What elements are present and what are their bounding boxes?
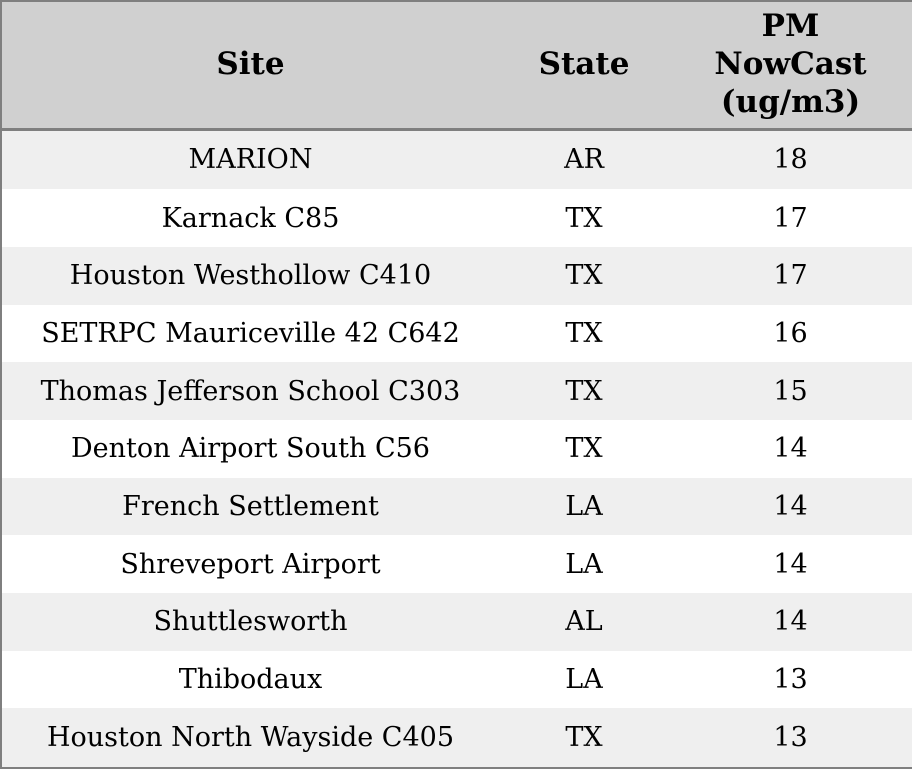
- pm-cell: 14: [669, 535, 912, 594]
- pm-cell: 13: [669, 650, 912, 709]
- state-cell: LA: [499, 535, 669, 594]
- table-row: French Settlement LA 14: [1, 477, 912, 536]
- state-cell: LA: [499, 477, 669, 536]
- table-row: SETRPC Mauriceville 42 C642 TX 16: [1, 304, 912, 363]
- table-row: Houston Westhollow C410 TX 17: [1, 247, 912, 305]
- pm-cell: 14: [669, 420, 912, 478]
- column-header-site: Site: [1, 1, 499, 131]
- table-row: MARION AR 18: [1, 129, 912, 190]
- pm-cell: 14: [669, 593, 912, 651]
- site-cell: French Settlement: [1, 477, 499, 536]
- table-row: Houston North Wayside C405 TX 13: [1, 708, 912, 768]
- pm-cell: 17: [669, 189, 912, 248]
- table-row: Thomas Jefferson School C303 TX 15: [1, 362, 912, 421]
- table-row: Shreveport Airport LA 14: [1, 535, 912, 594]
- pm-cell: 15: [669, 362, 912, 421]
- site-cell: Houston Westhollow C410: [1, 247, 499, 305]
- header-row: Site State PM NowCast (ug/m3): [1, 1, 912, 131]
- table-row: Karnack C85 TX 17: [1, 189, 912, 248]
- table-row: Thibodaux LA 13: [1, 650, 912, 709]
- table-row: Shuttlesworth AL 14: [1, 593, 912, 651]
- site-cell: Houston North Wayside C405: [1, 708, 499, 768]
- column-header-state: State: [499, 1, 669, 131]
- column-header-pm-nowcast: PM NowCast (ug/m3): [669, 1, 912, 131]
- state-cell: TX: [499, 362, 669, 421]
- state-cell: TX: [499, 708, 669, 768]
- site-cell: Thomas Jefferson School C303: [1, 362, 499, 421]
- pm-cell: 17: [669, 247, 912, 305]
- site-cell: Shreveport Airport: [1, 535, 499, 594]
- pm-cell: 14: [669, 477, 912, 536]
- site-cell: Denton Airport South C56: [1, 420, 499, 478]
- state-cell: TX: [499, 304, 669, 363]
- pm-cell: 13: [669, 708, 912, 768]
- pm-cell: 18: [669, 129, 912, 190]
- site-cell: SETRPC Mauriceville 42 C642: [1, 304, 499, 363]
- table-row: Denton Airport South C56 TX 14: [1, 420, 912, 478]
- site-cell: Karnack C85: [1, 189, 499, 248]
- state-cell: TX: [499, 420, 669, 478]
- state-cell: AR: [499, 129, 669, 190]
- state-cell: AL: [499, 593, 669, 651]
- site-cell: Shuttlesworth: [1, 593, 499, 651]
- pm-cell: 16: [669, 304, 912, 363]
- state-cell: TX: [499, 189, 669, 248]
- site-cell: MARION: [1, 129, 499, 190]
- state-cell: TX: [499, 247, 669, 305]
- site-cell: Thibodaux: [1, 650, 499, 709]
- state-cell: LA: [499, 650, 669, 709]
